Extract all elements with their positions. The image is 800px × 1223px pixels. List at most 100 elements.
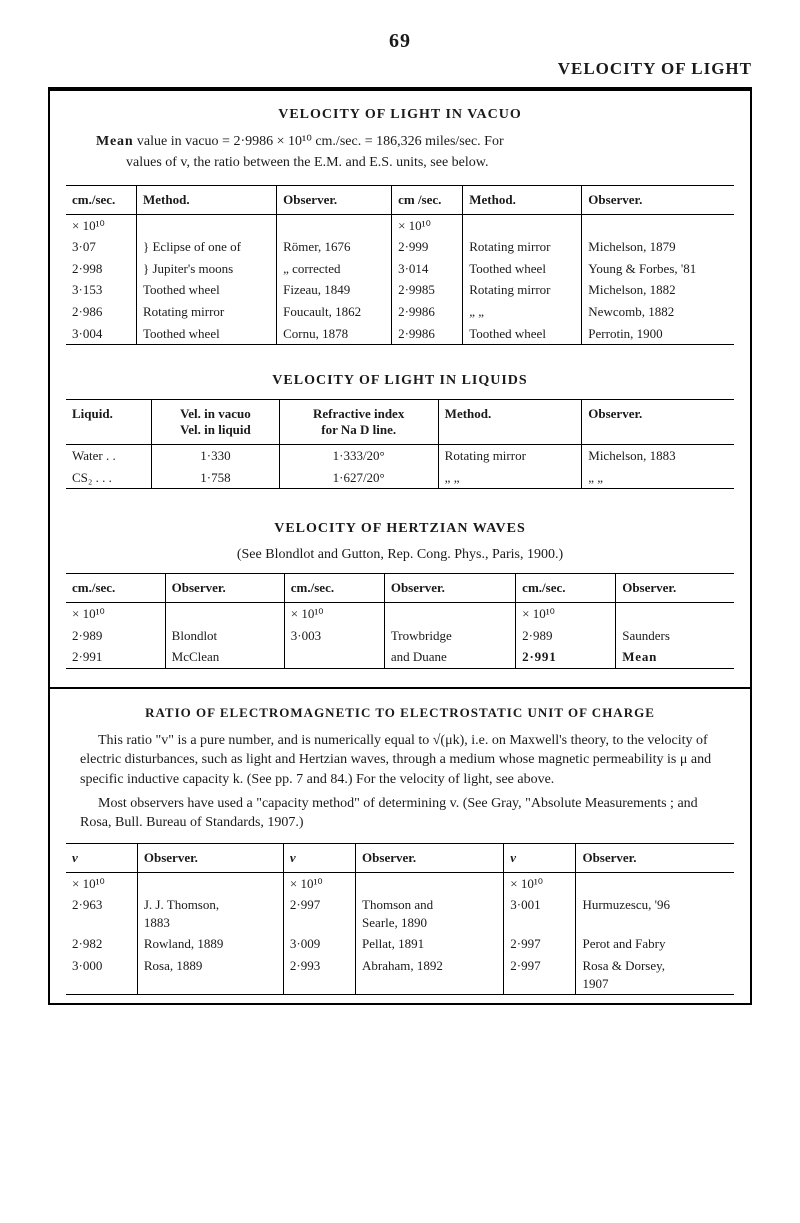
cell: Rowland, 1889 bbox=[137, 933, 283, 955]
th: Vel. in vacuo Vel. in liquid bbox=[152, 400, 280, 445]
cell: Foucault, 1862 bbox=[277, 301, 392, 323]
cell: 2·991 bbox=[66, 646, 165, 668]
cell: McClean bbox=[165, 646, 284, 668]
cell bbox=[356, 872, 504, 894]
cell: 1·758 bbox=[152, 467, 280, 489]
cell: 1·333/20° bbox=[279, 445, 438, 467]
th: Method. bbox=[438, 400, 582, 445]
table-header-row: Liquid. Vel. in vacuo Vel. in liquid Ref… bbox=[66, 400, 734, 445]
section-hertz-subtitle: (See Blondlot and Gutton, Rep. Cong. Phy… bbox=[66, 547, 734, 563]
unit-cell: × 10¹⁰ bbox=[66, 214, 137, 236]
cell: 2·991 bbox=[516, 646, 616, 668]
cell bbox=[165, 603, 284, 625]
th: Method. bbox=[137, 185, 277, 214]
section-vacuo: VELOCITY OF LIGHT IN VACUO Mean value in… bbox=[50, 91, 750, 687]
cell: „ „ bbox=[463, 301, 582, 323]
th: cm./sec. bbox=[284, 574, 384, 603]
cell: Rotating mirror bbox=[463, 236, 582, 258]
cell bbox=[463, 214, 582, 236]
cell: 2·982 bbox=[66, 933, 137, 955]
ratio-description: This ratio "v" is a pure number, and is … bbox=[80, 731, 720, 833]
unit-cell: × 10¹⁰ bbox=[516, 603, 616, 625]
cell: Trowbridge bbox=[384, 625, 515, 647]
table-header-row: v Observer. v Observer. v Observer. bbox=[66, 843, 734, 872]
unit-row: × 10¹⁰ × 10¹⁰ bbox=[66, 214, 734, 236]
cell: 3·001 bbox=[504, 894, 576, 933]
top-title: VELOCITY OF LIGHT bbox=[48, 59, 752, 79]
table-row: CS₂ . . . 1·758 1·627/20° „ „ „ „ bbox=[66, 467, 734, 489]
cell: 2·986 bbox=[66, 301, 137, 323]
mean-line2: values of v, the ratio between the E.M. … bbox=[126, 154, 704, 173]
section-liquids-title: VELOCITY OF LIGHT IN LIQUIDS bbox=[66, 373, 734, 389]
th: cm./sec. bbox=[66, 574, 165, 603]
cell: Michelson, 1879 bbox=[582, 236, 734, 258]
table-row: 2·991 McClean and Duane 2·991 Mean bbox=[66, 646, 734, 668]
page-number: 69 bbox=[48, 30, 752, 53]
cell: „ „ bbox=[438, 467, 582, 489]
th: Observer. bbox=[356, 843, 504, 872]
cell bbox=[137, 214, 277, 236]
cell: Perrotin, 1900 bbox=[582, 323, 734, 345]
cell: „ „ bbox=[582, 467, 734, 489]
cell: Cornu, 1878 bbox=[277, 323, 392, 345]
cell: Newcomb, 1882 bbox=[582, 301, 734, 323]
unit-cell: × 10¹⁰ bbox=[504, 872, 576, 894]
cell: and Duane bbox=[384, 646, 515, 668]
table-row: 3·000 Rosa, 1889 2·993 Abraham, 1892 2·9… bbox=[66, 955, 734, 995]
cell bbox=[384, 603, 515, 625]
cell: Toothed wheel bbox=[137, 323, 277, 345]
cell: Saunders bbox=[616, 625, 734, 647]
th: v bbox=[283, 843, 355, 872]
table-header-row: cm./sec. Observer. cm./sec. Observer. cm… bbox=[66, 574, 734, 603]
main-frame: VELOCITY OF LIGHT IN VACUO Mean value in… bbox=[48, 87, 752, 1005]
cell: 3·009 bbox=[283, 933, 355, 955]
cell: 2·997 bbox=[504, 955, 576, 995]
table-row: Water . . 1·330 1·333/20° Rotating mirro… bbox=[66, 445, 734, 467]
cell: 3·153 bbox=[66, 279, 137, 301]
mean-text: value in vacuo = 2·9986 × 10¹⁰ cm./sec. … bbox=[133, 134, 503, 149]
table-row: 3·07 } Eclipse of one of Römer, 1676 2·9… bbox=[66, 236, 734, 258]
table-row: 2·998 } Jupiter's moons „ corrected 3·01… bbox=[66, 258, 734, 280]
cell: } Eclipse of one of bbox=[137, 236, 277, 258]
cell: J. J. Thomson, 1883 bbox=[137, 894, 283, 933]
cell: Young & Forbes, '81 bbox=[582, 258, 734, 280]
th: Observer. bbox=[277, 185, 392, 214]
th: v bbox=[66, 843, 137, 872]
mean-label: Mean bbox=[96, 134, 133, 149]
cell bbox=[616, 603, 734, 625]
subtitle-text: (See Blondlot and Gutton, Rep. Cong. Phy… bbox=[237, 547, 563, 562]
cell: 2·993 bbox=[283, 955, 355, 995]
th: Liquid. bbox=[66, 400, 152, 445]
table-hertz: cm./sec. Observer. cm./sec. Observer. cm… bbox=[66, 573, 734, 669]
cell: 2·9985 bbox=[392, 279, 463, 301]
th: Observer. bbox=[616, 574, 734, 603]
cell: 3·07 bbox=[66, 236, 137, 258]
th: Method. bbox=[463, 185, 582, 214]
cell: 2·963 bbox=[66, 894, 137, 933]
table-row: 3·004 Toothed wheel Cornu, 1878 2·9986 T… bbox=[66, 323, 734, 345]
unit-cell: × 10¹⁰ bbox=[283, 872, 355, 894]
cell: Rosa & Dorsey, 1907 bbox=[576, 955, 734, 995]
cell: „ corrected bbox=[277, 258, 392, 280]
cell: Rotating mirror bbox=[438, 445, 582, 467]
table-vacuo: cm./sec. Method. Observer. cm /sec. Meth… bbox=[66, 185, 734, 345]
th: Observer. bbox=[582, 185, 734, 214]
ratio-para2: Most observers have used a "capacity met… bbox=[80, 794, 720, 833]
cell: Michelson, 1882 bbox=[582, 279, 734, 301]
cell: 2·989 bbox=[516, 625, 616, 647]
unit-cell: × 10¹⁰ bbox=[66, 872, 137, 894]
cell: Hurmuzescu, '96 bbox=[576, 894, 734, 933]
table-row: 2·989 Blondlot 3·003 Trowbridge 2·989 Sa… bbox=[66, 625, 734, 647]
cell bbox=[582, 214, 734, 236]
cell: Toothed wheel bbox=[463, 258, 582, 280]
cell: Rosa, 1889 bbox=[137, 955, 283, 995]
cell: Thomson and Searle, 1890 bbox=[356, 894, 504, 933]
cell: Mean bbox=[616, 646, 734, 668]
cell: Rotating mirror bbox=[463, 279, 582, 301]
table-row: 2·963 J. J. Thomson, 1883 2·997 Thomson … bbox=[66, 894, 734, 933]
table-liquids: Liquid. Vel. in vacuo Vel. in liquid Ref… bbox=[66, 399, 734, 489]
unit-cell: × 10¹⁰ bbox=[392, 214, 463, 236]
cell bbox=[576, 872, 734, 894]
table-row: 2·982 Rowland, 1889 3·009 Pellat, 1891 2… bbox=[66, 933, 734, 955]
cell: Römer, 1676 bbox=[277, 236, 392, 258]
